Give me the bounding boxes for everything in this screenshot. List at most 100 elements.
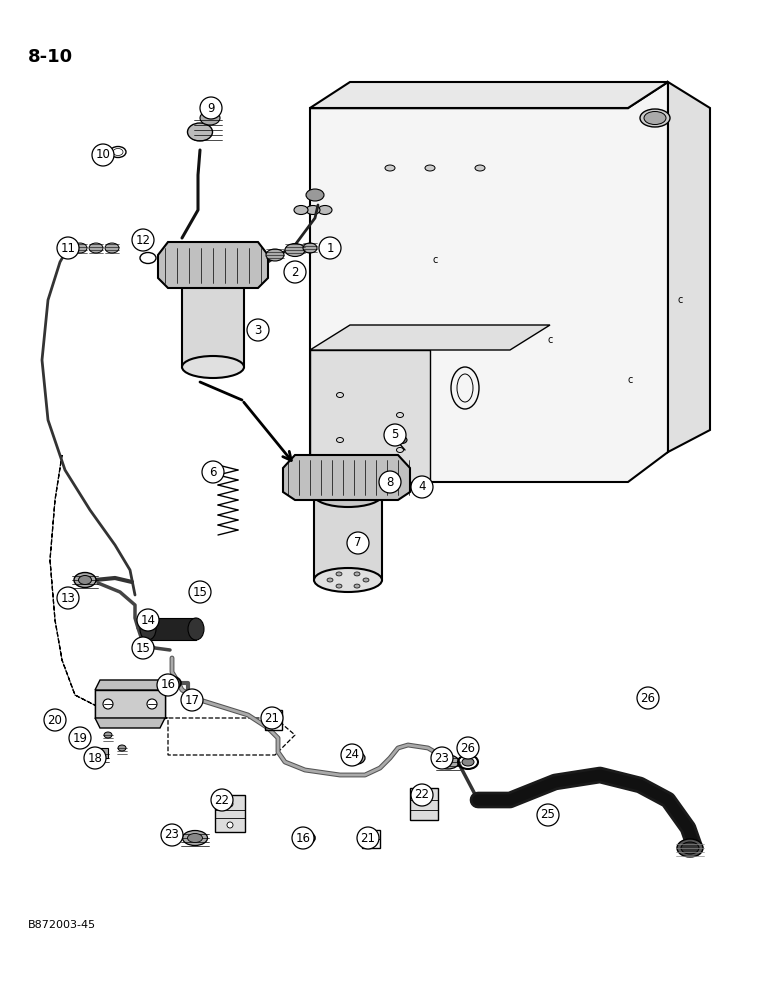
Polygon shape [158, 242, 268, 288]
Circle shape [537, 804, 559, 826]
Ellipse shape [79, 576, 92, 584]
Circle shape [132, 229, 154, 251]
Ellipse shape [182, 830, 208, 846]
Circle shape [181, 689, 203, 711]
Ellipse shape [188, 834, 202, 842]
Circle shape [347, 532, 369, 554]
Circle shape [211, 789, 233, 811]
Ellipse shape [74, 572, 96, 587]
Ellipse shape [182, 356, 244, 378]
Text: 21: 21 [265, 712, 279, 724]
Ellipse shape [644, 111, 666, 124]
Circle shape [384, 424, 406, 446]
Circle shape [319, 237, 341, 259]
Text: c: c [628, 375, 633, 385]
Text: 22: 22 [215, 794, 229, 806]
Ellipse shape [336, 584, 342, 588]
Text: 14: 14 [141, 613, 155, 626]
Text: 12: 12 [136, 233, 151, 246]
Ellipse shape [140, 618, 156, 640]
Circle shape [292, 827, 314, 849]
Circle shape [247, 319, 269, 341]
Text: 15: 15 [136, 642, 151, 654]
Ellipse shape [294, 206, 308, 215]
Circle shape [137, 609, 159, 631]
Circle shape [357, 827, 379, 849]
Text: B872003-45: B872003-45 [28, 920, 96, 930]
Bar [194, 87, 222, 115]
Circle shape [227, 822, 233, 828]
Circle shape [341, 744, 363, 766]
Text: 7: 7 [354, 536, 362, 550]
Ellipse shape [306, 206, 320, 215]
Ellipse shape [354, 584, 360, 588]
Circle shape [202, 461, 224, 483]
Text: 23: 23 [164, 828, 179, 842]
Ellipse shape [677, 839, 703, 857]
Text: 16: 16 [296, 832, 310, 844]
Text: 25: 25 [540, 808, 555, 822]
Circle shape [261, 707, 283, 729]
Circle shape [147, 699, 157, 709]
Ellipse shape [681, 842, 699, 854]
Circle shape [457, 737, 479, 759]
Circle shape [57, 587, 79, 609]
Text: 11: 11 [60, 241, 76, 254]
Text: 20: 20 [48, 714, 63, 726]
Polygon shape [95, 718, 165, 728]
Polygon shape [215, 795, 245, 832]
Ellipse shape [363, 578, 369, 582]
Ellipse shape [397, 436, 407, 444]
Text: 13: 13 [60, 591, 76, 604]
Text: 2: 2 [291, 265, 299, 278]
Text: 6: 6 [209, 466, 217, 479]
Bar [148, 618, 196, 640]
Ellipse shape [437, 755, 459, 769]
Text: 4: 4 [418, 481, 425, 493]
Text: 19: 19 [73, 732, 87, 744]
Text: 17: 17 [185, 694, 199, 706]
Circle shape [431, 747, 453, 769]
Polygon shape [310, 82, 668, 108]
Ellipse shape [299, 834, 311, 842]
Circle shape [44, 709, 66, 731]
Text: 8: 8 [386, 476, 394, 488]
Polygon shape [310, 350, 430, 482]
Ellipse shape [425, 165, 435, 171]
Ellipse shape [105, 243, 119, 253]
Polygon shape [95, 690, 165, 718]
Text: 22: 22 [415, 788, 429, 802]
Circle shape [379, 471, 401, 493]
Text: 15: 15 [192, 585, 208, 598]
Text: c: c [677, 295, 682, 305]
Ellipse shape [385, 165, 395, 171]
Text: 26: 26 [461, 742, 476, 754]
Ellipse shape [345, 752, 365, 764]
Polygon shape [668, 82, 710, 452]
Circle shape [227, 801, 233, 807]
Text: 5: 5 [391, 428, 398, 442]
Ellipse shape [104, 732, 112, 738]
Ellipse shape [306, 189, 324, 201]
Ellipse shape [475, 165, 485, 171]
Ellipse shape [89, 243, 103, 253]
Ellipse shape [118, 745, 126, 751]
Ellipse shape [303, 243, 317, 253]
Text: 21: 21 [361, 832, 375, 844]
FancyArrowPatch shape [244, 402, 291, 460]
Circle shape [157, 674, 179, 696]
Text: 18: 18 [87, 752, 103, 764]
Ellipse shape [188, 618, 204, 640]
Ellipse shape [336, 572, 342, 576]
Text: c: c [547, 335, 553, 345]
Text: 26: 26 [641, 692, 655, 704]
Ellipse shape [167, 680, 177, 686]
Ellipse shape [188, 123, 212, 141]
Circle shape [92, 144, 114, 166]
Circle shape [189, 581, 211, 603]
Circle shape [284, 261, 306, 283]
Ellipse shape [314, 483, 382, 507]
Polygon shape [310, 82, 668, 482]
Circle shape [57, 237, 79, 259]
Circle shape [84, 747, 106, 769]
